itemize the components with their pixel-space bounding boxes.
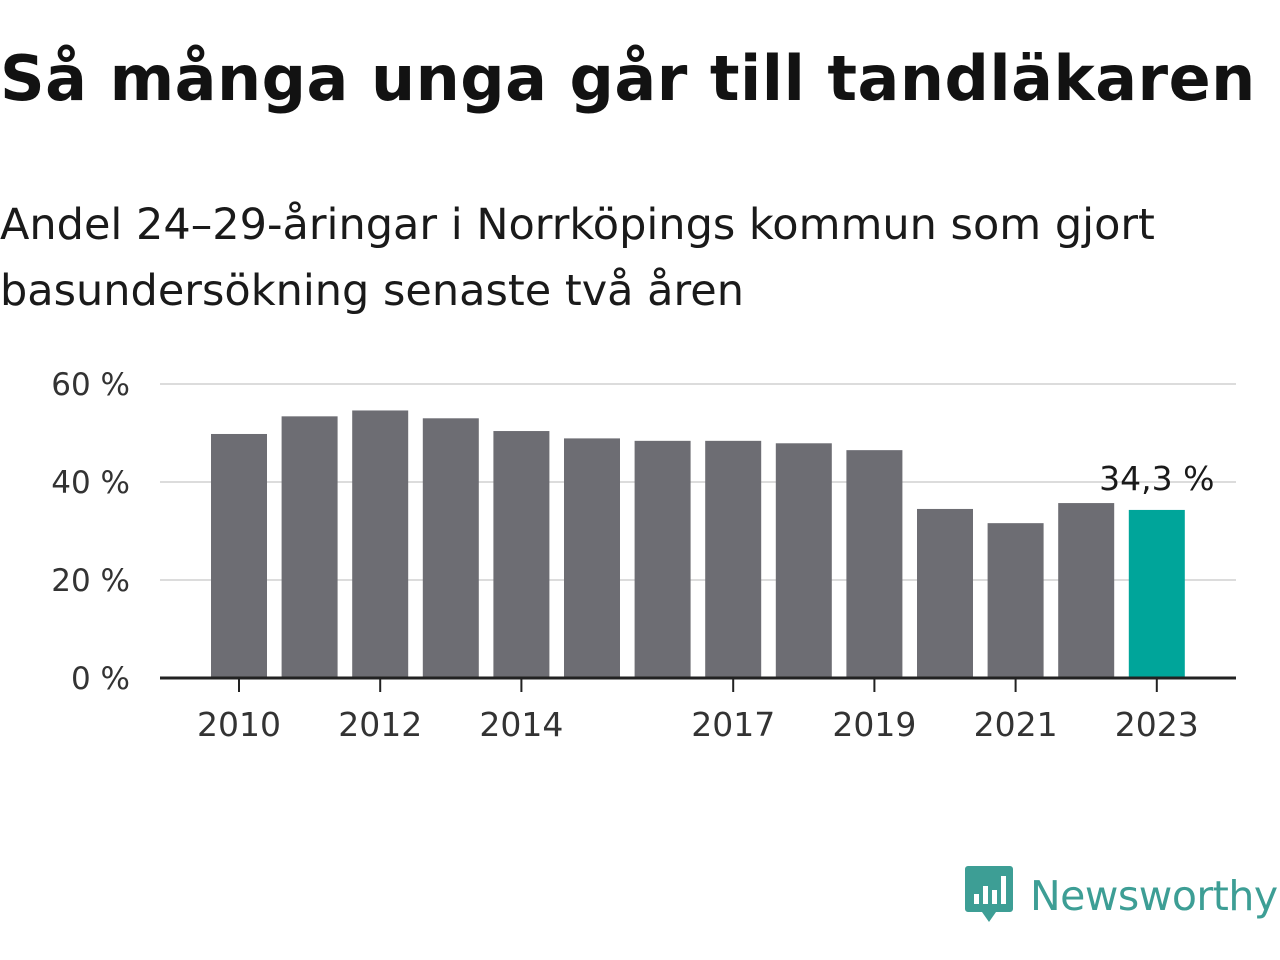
newsworthy-logo-icon <box>964 864 1014 928</box>
x-axis <box>160 676 1236 692</box>
bar-2016 <box>634 440 691 678</box>
y-tick-label: 40 % <box>51 465 130 501</box>
x-tick-label: 2012 <box>338 705 422 744</box>
x-tick-label: 2014 <box>479 705 563 744</box>
bar-chart: 0 % 20 % 40 % 60 % 34,3 % 2010 2012 2014 2017 201… <box>51 367 1236 744</box>
y-tick-label: 60 % <box>51 367 130 403</box>
x-tick-label: 2017 <box>691 705 775 744</box>
x-tick-label: 2021 <box>974 705 1058 744</box>
axis-labels: 0 % 20 % 40 % 60 % 34,3 % 2010 2012 2014 2017 201… <box>51 367 1214 744</box>
bar-2010 <box>211 433 267 678</box>
bar-2012 <box>352 410 409 678</box>
x-tick-label: 2010 <box>197 705 281 744</box>
bar-2013 <box>422 418 479 678</box>
bar-2021 <box>987 523 1044 678</box>
chart-subtitle: Andel 24–29-åringar i Norrköpings kommun… <box>0 200 1155 316</box>
bar-2022 <box>1058 503 1115 678</box>
data-label: 34,3 % <box>1099 459 1214 498</box>
bar-2011 <box>281 416 338 678</box>
bar-2014 <box>493 431 550 678</box>
bars <box>211 410 1185 678</box>
newsworthy-logo: Newsworthy <box>964 864 1278 928</box>
x-tick-label: 2019 <box>832 705 916 744</box>
bar-2023 <box>1128 509 1185 678</box>
bar-2017 <box>705 440 762 678</box>
newsworthy-logo-text: Newsworthy <box>1030 872 1278 920</box>
x-tick-label: 2023 <box>1115 705 1199 744</box>
bar-2020 <box>917 508 973 678</box>
y-tick-label: 20 % <box>51 563 130 599</box>
bar-2015 <box>564 438 620 678</box>
grid-lines <box>160 383 1236 581</box>
bar-2019 <box>846 450 903 678</box>
bar-2018 <box>775 443 832 678</box>
chart-title: Så många unga går till tandläkaren <box>0 42 1256 115</box>
y-tick-label: 0 % <box>71 661 130 697</box>
